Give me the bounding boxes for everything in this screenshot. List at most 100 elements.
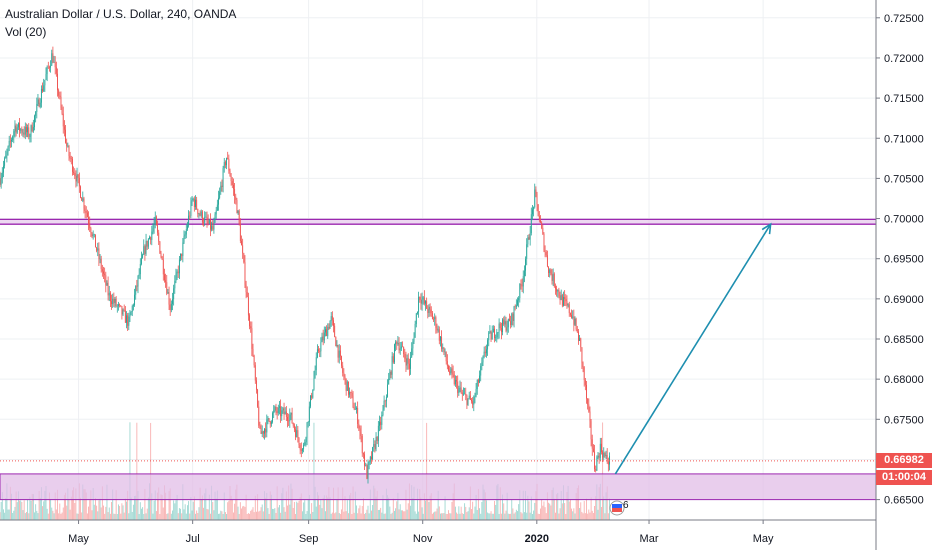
volume-bar bbox=[548, 502, 549, 520]
volume-bar bbox=[336, 499, 338, 520]
candle-body bbox=[466, 395, 468, 405]
volume-bar bbox=[417, 488, 418, 520]
candle-body bbox=[34, 115, 35, 128]
volume-bar bbox=[57, 489, 58, 520]
volume-bar bbox=[388, 497, 390, 520]
volume-bar bbox=[138, 513, 140, 520]
candle-body bbox=[368, 461, 370, 465]
candle-body bbox=[575, 318, 577, 330]
volume-bar bbox=[85, 492, 87, 520]
candle-body bbox=[550, 269, 552, 275]
candle-body bbox=[74, 172, 76, 176]
resistance-line[interactable] bbox=[0, 218, 876, 225]
candle-body bbox=[339, 350, 341, 357]
candle-body bbox=[544, 250, 546, 253]
volume-bar bbox=[605, 492, 607, 520]
candle-body bbox=[93, 234, 95, 235]
candle-body bbox=[241, 240, 242, 246]
candle-body bbox=[337, 345, 339, 358]
projection-arrow-head[interactable] bbox=[761, 222, 772, 235]
volume-bar bbox=[406, 509, 408, 520]
volume-bar bbox=[517, 511, 518, 520]
volume-bar bbox=[224, 512, 226, 520]
volume-bar bbox=[458, 506, 460, 520]
price-tick-label: 0.71000 bbox=[884, 133, 924, 145]
candle-body bbox=[509, 318, 510, 322]
price-tick-label: 0.69000 bbox=[884, 294, 924, 306]
candle-body bbox=[152, 228, 154, 232]
candle-body bbox=[467, 398, 469, 405]
candle-body bbox=[510, 321, 512, 325]
candle-body bbox=[219, 191, 221, 198]
candle-body bbox=[551, 274, 553, 281]
candle-body bbox=[0, 178, 2, 185]
volume-bar bbox=[189, 513, 191, 520]
candle-body bbox=[20, 129, 22, 131]
volume-bar bbox=[61, 512, 63, 520]
candle-body bbox=[4, 158, 6, 166]
volume-bar bbox=[174, 503, 176, 520]
projection-arrow[interactable] bbox=[614, 222, 772, 475]
volume-bar bbox=[54, 492, 56, 520]
event-flag-icon[interactable] bbox=[609, 500, 625, 516]
volume-bar bbox=[127, 490, 129, 520]
indicator-label[interactable]: Vol (20) bbox=[5, 25, 47, 39]
volume-bar bbox=[151, 493, 153, 520]
support-zone[interactable] bbox=[0, 473, 877, 501]
candle-body bbox=[561, 295, 563, 306]
volume-bar bbox=[326, 495, 328, 520]
volume-bar bbox=[541, 499, 543, 520]
candle-body bbox=[155, 216, 157, 226]
candle-body bbox=[359, 428, 361, 433]
candle-body bbox=[116, 305, 118, 307]
volume-bar bbox=[456, 512, 457, 520]
projection-arrow-line[interactable] bbox=[614, 223, 772, 475]
candle-body bbox=[274, 406, 276, 411]
candle-body bbox=[398, 343, 400, 351]
volume-bar bbox=[49, 492, 50, 520]
volume-bar bbox=[573, 508, 575, 520]
volume-bar bbox=[45, 486, 47, 520]
volume-bar bbox=[414, 511, 416, 520]
volume-bar bbox=[129, 422, 131, 520]
candle-body bbox=[272, 413, 273, 422]
volume-bar bbox=[273, 509, 275, 520]
candle-body bbox=[146, 240, 148, 247]
candle-body bbox=[310, 395, 311, 407]
candle-body bbox=[302, 449, 303, 451]
volume-bar bbox=[270, 494, 272, 520]
volume-bar bbox=[463, 513, 464, 520]
volume-bar bbox=[6, 483, 8, 520]
candle-body bbox=[206, 216, 208, 222]
candle-body bbox=[154, 216, 156, 224]
volume-bar bbox=[377, 510, 379, 520]
candle-body bbox=[352, 395, 354, 408]
candle-body bbox=[494, 328, 495, 339]
volume-bar bbox=[31, 493, 33, 520]
candle-body bbox=[376, 436, 378, 442]
volume-bar bbox=[251, 509, 253, 520]
candle-body bbox=[142, 254, 144, 258]
volume-bar bbox=[226, 514, 227, 520]
candle-body bbox=[348, 381, 349, 395]
volume-bar bbox=[284, 511, 286, 520]
volume-bar bbox=[599, 483, 601, 520]
candle-body bbox=[174, 281, 176, 289]
volume-bar bbox=[601, 506, 602, 520]
volume-bar bbox=[122, 505, 124, 520]
volume-bar bbox=[334, 513, 336, 520]
volume-bar bbox=[540, 508, 541, 520]
candle-body bbox=[504, 321, 506, 325]
volume-bar bbox=[490, 511, 492, 520]
candle-body bbox=[578, 331, 579, 341]
candle-body bbox=[469, 395, 471, 400]
volume-bar bbox=[190, 496, 192, 520]
volume-bar bbox=[583, 500, 585, 520]
candle-body bbox=[305, 438, 307, 443]
symbol-title: Australian Dollar / U.S. Dollar, 240, OA… bbox=[5, 7, 237, 21]
candle-body bbox=[279, 406, 280, 408]
candle-body bbox=[75, 175, 77, 182]
volume-bar bbox=[372, 504, 374, 520]
volume-bar bbox=[497, 483, 499, 520]
